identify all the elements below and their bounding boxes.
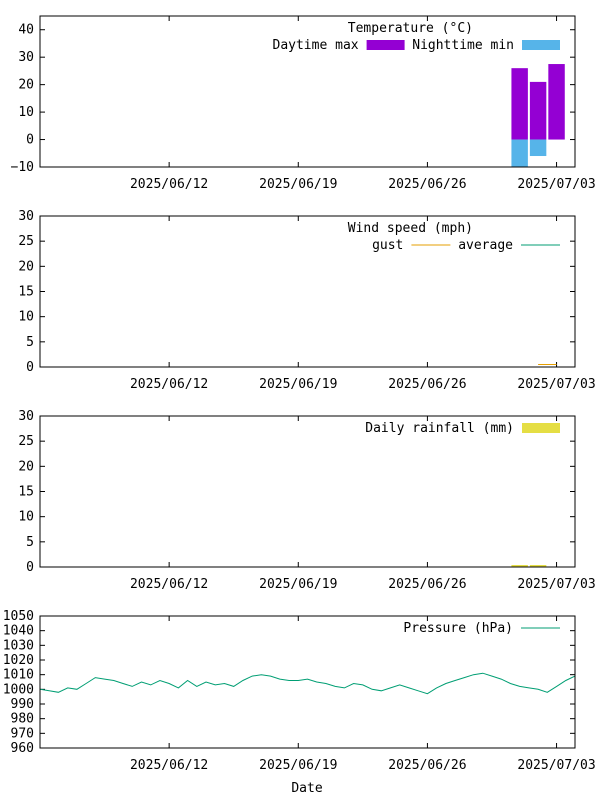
bar-daytime-max-1 [529, 81, 547, 140]
legend-swatch [366, 40, 405, 50]
bar-daytime-max-2 [548, 64, 565, 140]
x-tick-label: 2025/06/19 [259, 577, 337, 592]
chart-title: Wind speed (mph) [348, 221, 473, 236]
plot-frame [39, 415, 576, 568]
y-tick-label: 20 [18, 459, 34, 474]
y-tick-label: 1030 [3, 638, 34, 653]
x-tick-label: 2025/06/26 [388, 758, 466, 773]
y-tick-label: 1050 [3, 609, 34, 624]
y-tick-label: 1040 [3, 624, 34, 639]
x-tick-label: 2025/06/26 [388, 177, 466, 192]
y-tick-label: 970 [11, 726, 34, 741]
y-tick-label: 20 [18, 259, 34, 274]
y-tick-label: 10 [18, 510, 34, 525]
legend-label: Nighttime min [412, 38, 514, 53]
y-tick-label: −10 [11, 160, 34, 175]
line-series-pressure-hpa- [39, 672, 576, 695]
y-tick-label: 15 [18, 285, 34, 300]
y-tick-label: 10 [18, 105, 34, 120]
chart-title: Temperature (°C) [348, 21, 473, 36]
x-tick-label: 2025/06/12 [130, 577, 208, 592]
y-tick-label: 20 [18, 78, 34, 93]
x-tick-label: 2025/07/03 [517, 377, 595, 392]
y-tick-label: 25 [18, 434, 34, 449]
x-tick-label: 2025/07/03 [517, 577, 595, 592]
plot-frame [39, 15, 576, 168]
bar-nighttime-min-1 [529, 139, 547, 157]
chart-panel-1: 40 30 20 10 0 −10 2025/06/12 2025/06/19 2025/06/… [11, 15, 596, 192]
x-tick-label: 2025/06/26 [388, 377, 466, 392]
y-tick-label: 1000 [3, 682, 34, 697]
y-tick-label: 40 [18, 23, 34, 38]
x-tick-label: 2025/06/12 [130, 758, 208, 773]
y-tick-label: 1010 [3, 668, 34, 683]
x-tick-label: 2025/06/12 [130, 177, 208, 192]
y-tick-label: 25 [18, 234, 34, 249]
x-tick-label: 2025/07/03 [517, 177, 595, 192]
plot-frame [39, 215, 576, 368]
chart-panel-3: 30 25 20 15 10 5 0 2025/06/12 2025/06/19 2025/06/… [18, 409, 595, 592]
y-tick-label: 0 [26, 133, 34, 148]
y-tick-label: 30 [18, 50, 34, 65]
y-tick-label: 10 [18, 310, 34, 325]
bar-daily-rainfall-mm--0 [511, 565, 528, 567]
legend-label: Daily rainfall (mm) [365, 421, 514, 436]
y-tick-label: 0 [26, 360, 34, 375]
legend-label: Pressure (hPa) [403, 621, 513, 636]
x-tick-label: 2025/06/12 [130, 377, 208, 392]
bar-daytime-max-0 [511, 68, 528, 140]
x-axis-label: Date [291, 781, 322, 796]
y-tick-label: 30 [18, 409, 34, 424]
chart-panel-2: 30 25 20 15 10 5 0 2025/06/12 2025/06/19 2025/06/… [18, 209, 595, 392]
x-tick-label: 2025/07/03 [517, 758, 595, 773]
y-tick-label: 0 [26, 560, 34, 575]
legend-label: gust [372, 238, 403, 253]
y-tick-label: 960 [11, 741, 34, 756]
plot-frame [39, 615, 576, 749]
y-tick-label: 15 [18, 485, 34, 500]
y-tick-label: 5 [26, 335, 34, 350]
x-tick-label: 2025/06/19 [259, 177, 337, 192]
legend-label: average [458, 238, 513, 253]
x-tick-label: 2025/06/19 [259, 758, 337, 773]
x-tick-label: 2025/06/26 [388, 577, 466, 592]
legend-label: Daytime max [273, 38, 359, 53]
y-tick-label: 30 [18, 209, 34, 224]
y-tick-label: 1020 [3, 653, 34, 668]
x-tick-label: 2025/06/19 [259, 377, 337, 392]
legend-swatch [522, 40, 560, 50]
bar-nighttime-min-0 [511, 139, 528, 167]
bar-daily-rainfall-mm--1 [529, 565, 547, 567]
y-tick-label: 5 [26, 535, 34, 550]
y-tick-label: 990 [11, 697, 34, 712]
y-tick-label: 980 [11, 712, 34, 727]
legend-swatch [522, 423, 560, 433]
